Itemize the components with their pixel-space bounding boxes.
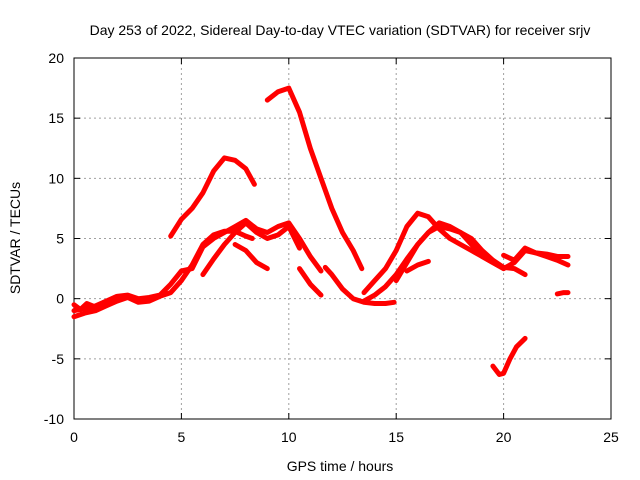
series-arc-7 [200,220,302,278]
y-tick-label: -5 [52,351,65,367]
chart-title: Day 253 of 2022, Sidereal Day-to-day VTE… [90,22,591,38]
y-axis-label: SDTVAR / TECUs [7,182,23,294]
y-tick-label: 20 [48,50,64,66]
series-arc-2 [71,217,324,314]
y-tick-label: 15 [48,110,64,126]
series-arc-16 [490,335,528,377]
x-tick-label: 20 [496,429,512,445]
x-tick-label: 25 [603,429,619,445]
x-tick-label: 5 [178,429,186,445]
series-arc-9 [297,266,324,298]
series-arc-8 [322,264,397,306]
x-tick-label: 10 [281,429,297,445]
series-arc-15 [554,290,571,297]
x-tick-label: 15 [388,429,404,445]
axis-ticks: 0 5 10 15 20 25 -10 -5 0 5 10 15 20 [44,50,619,445]
y-tick-label: -10 [44,411,64,427]
series-arc-5 [264,85,365,272]
x-tick-label: 0 [70,429,78,445]
y-tick-label: 5 [56,231,64,247]
series-arc-3 [71,297,116,312]
y-tick-label: 10 [48,170,64,186]
series-arc-13 [404,258,431,274]
series-arc-4 [168,155,257,239]
data-series [71,85,571,377]
grid [74,58,611,419]
series-arc-14 [501,245,571,263]
series-arc-6 [232,242,270,272]
y-tick-label: 0 [56,291,64,307]
x-axis-label: GPS time / hours [287,458,394,474]
